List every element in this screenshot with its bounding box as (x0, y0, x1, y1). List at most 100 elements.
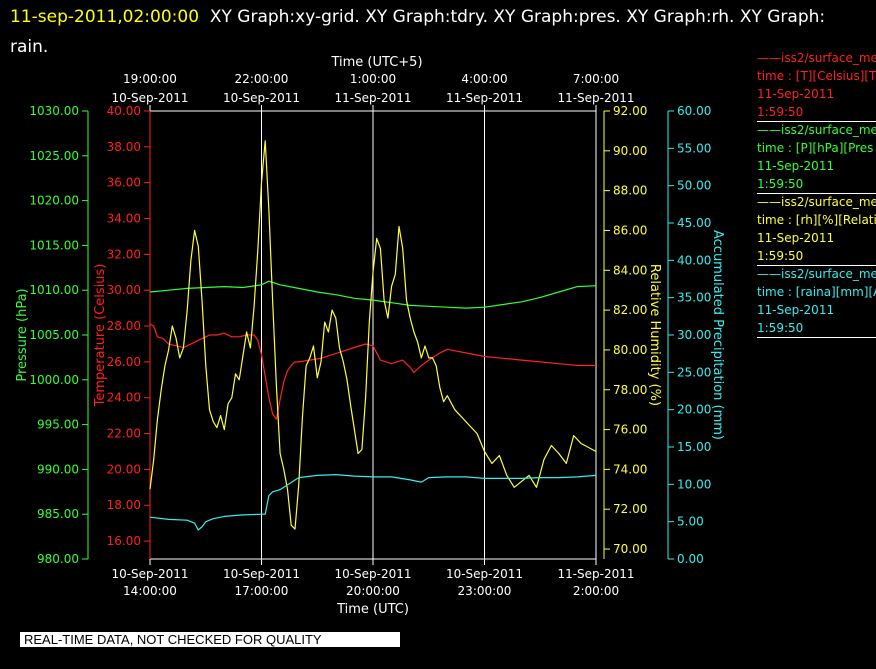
legend-humidity[interactable]: ——iss2/surface_me time : [rh][%][Relati … (757, 193, 876, 266)
legend-line-4: 1:59:50 (757, 177, 804, 191)
y-axis-title-rain: Accumulated Precipitation (mm) (710, 230, 725, 440)
y-tick-label-rh: 82.00 (613, 303, 647, 317)
y-tick-label-pres: 1020.00 (29, 194, 79, 208)
x-axis-title: Time (UTC) (336, 602, 409, 617)
y-tick-label-rain: 55.00 (677, 141, 711, 155)
y-tick-label-rh: 70.00 (613, 542, 647, 556)
y-tick-label-pres: 1030.00 (29, 104, 79, 118)
y-tick-label-rain: 45.00 (677, 216, 711, 230)
y-tick-label-tdry: 22.00 (107, 427, 141, 441)
legend-line-2: time : [T][Celsius][T (757, 69, 876, 83)
x2-tick-label: 22:00:00 (235, 72, 289, 86)
y-tick-label-pres: 985.00 (37, 507, 79, 521)
x2-tick-label: 10-Sep-2011 (223, 91, 300, 105)
header-timestamp: 11-sep-2011,02:00:00 (10, 7, 200, 27)
legend-line-2: time : [raina][mm][A (757, 285, 876, 299)
legend-divider (757, 337, 876, 338)
legend-line-1: ——iss2/surface_me (757, 123, 876, 137)
y-tick-label-pres: 1005.00 (29, 328, 79, 342)
y-tick-label-rain: 60.00 (677, 104, 711, 118)
y-tick-label-tdry: 36.00 (107, 176, 141, 190)
y-tick-label-pres: 995.00 (37, 418, 79, 432)
y-tick-label-tdry: 30.00 (107, 283, 141, 297)
header-title: 11-sep-2011,02:00:00 XY Graph:xy-grid. X… (10, 2, 840, 62)
y-tick-label-pres: 1015.00 (29, 238, 79, 252)
y-tick-label-rh: 84.00 (613, 263, 647, 277)
x-tick-label: 10-Sep-2011 (111, 567, 188, 581)
y-tick-label-rh: 88.00 (613, 184, 647, 198)
legend-line-2: time : [P][hPa][Pres (757, 141, 874, 155)
y-tick-label-pres: 980.00 (37, 552, 79, 566)
x-tick-label: 10-Sep-2011 (446, 567, 523, 581)
y-tick-label-pres: 990.00 (37, 462, 79, 476)
legend-line-4: 1:59:50 (757, 249, 804, 263)
legend-line-2: time : [rh][%][Relati (757, 213, 876, 227)
y-tick-label-rain: 0.00 (677, 552, 704, 566)
legend-line-1: ——iss2/surface_me (757, 195, 876, 209)
y-tick-label-tdry: 24.00 (107, 391, 141, 405)
x2-tick-label: 19:00:00 (123, 72, 177, 86)
y-tick-label-rain: 30.00 (677, 328, 711, 342)
x-tick-label: 10-Sep-2011 (223, 567, 300, 581)
quality-notice: REAL-TIME DATA, NOT CHECKED FOR QUALITY (20, 632, 400, 647)
legend-precipitation[interactable]: ——iss2/surface_me time : [raina][mm][A 1… (757, 265, 876, 338)
y-tick-label-rh: 72.00 (613, 502, 647, 516)
y-tick-label-pres: 1025.00 (29, 149, 79, 163)
x-tick-label: 2:00:00 (573, 584, 619, 598)
x2-tick-label: 11-Sep-2011 (557, 91, 634, 105)
y-tick-label-rh: 92.00 (613, 104, 647, 118)
legend-line-3: 11-Sep-2011 (757, 303, 835, 317)
x2-tick-label: 1:00:00 (350, 72, 396, 86)
x-tick-label: 20:00:00 (346, 584, 400, 598)
y-tick-label-tdry: 34.00 (107, 212, 141, 226)
x-tick-label: 17:00:00 (235, 584, 289, 598)
y-tick-label-tdry: 38.00 (107, 140, 141, 154)
x2-tick-label: 4:00:00 (461, 72, 507, 86)
x-tick-label: 10-Sep-2011 (334, 567, 411, 581)
legend-line-4: 1:59:50 (757, 321, 804, 335)
legend-line-4: 1:59:50 (757, 105, 804, 119)
legend-temperature[interactable]: ——iss2/surface_me time : [T][Celsius][T … (757, 49, 876, 122)
x-tick-label: 11-Sep-2011 (557, 567, 634, 581)
y-tick-label-rh: 76.00 (613, 423, 647, 437)
y-tick-label-tdry: 32.00 (107, 247, 141, 261)
y-tick-label-rh: 86.00 (613, 223, 647, 237)
legend-divider (757, 193, 876, 194)
y-tick-label-rh: 78.00 (613, 383, 647, 397)
y-tick-label-rh: 90.00 (613, 144, 647, 158)
y-tick-label-pres: 1000.00 (29, 373, 79, 387)
y-tick-label-rh: 74.00 (613, 462, 647, 476)
series-line-rh (149, 140, 597, 530)
y-tick-label-rain: 25.00 (677, 365, 711, 379)
y-tick-label-tdry: 28.00 (107, 319, 141, 333)
series-line-pres (149, 280, 597, 309)
x2-tick-label: 11-Sep-2011 (446, 91, 523, 105)
x2-tick-label: 11-Sep-2011 (334, 91, 411, 105)
y-axis-title-rh: Relative Humidity (%) (647, 264, 662, 406)
y-tick-label-rain: 10.00 (677, 477, 711, 491)
y-tick-label-pres: 1010.00 (29, 283, 79, 297)
series-line-tdry (149, 323, 596, 420)
legend-line-3: 11-Sep-2011 (757, 231, 835, 245)
x-tick-label: 23:00:00 (458, 584, 512, 598)
x2-tick-label: 7:00:00 (573, 72, 619, 86)
legend-divider (757, 265, 876, 266)
y-tick-label-rain: 50.00 (677, 179, 711, 193)
y-tick-label-tdry: 20.00 (107, 462, 141, 476)
header-graph-list: XY Graph:xy-grid. XY Graph:tdry. XY Grap… (10, 7, 826, 57)
y-tick-label-rain: 5.00 (677, 515, 704, 529)
y-tick-label-tdry: 40.00 (107, 104, 141, 118)
series-line-rain (149, 474, 597, 531)
x-tick-label: 14:00:00 (123, 584, 177, 598)
legend-line-3: 11-Sep-2011 (757, 159, 835, 173)
y-axis-title-tdry: Temperature (Celsius) (93, 264, 108, 408)
y-tick-label-rain: 40.00 (677, 253, 711, 267)
legend-divider (757, 121, 876, 122)
legend-pressure[interactable]: ——iss2/surface_me time : [P][hPa][Pres 1… (757, 121, 876, 194)
y-tick-label-rain: 20.00 (677, 403, 711, 417)
legend-line-1: ——iss2/surface_me (757, 267, 876, 281)
y-axis-title-pres: Pressure (hPa) (15, 288, 30, 381)
x2-axis-title: Time (UTC+5) (330, 55, 422, 70)
y-tick-label-tdry: 26.00 (107, 355, 141, 369)
